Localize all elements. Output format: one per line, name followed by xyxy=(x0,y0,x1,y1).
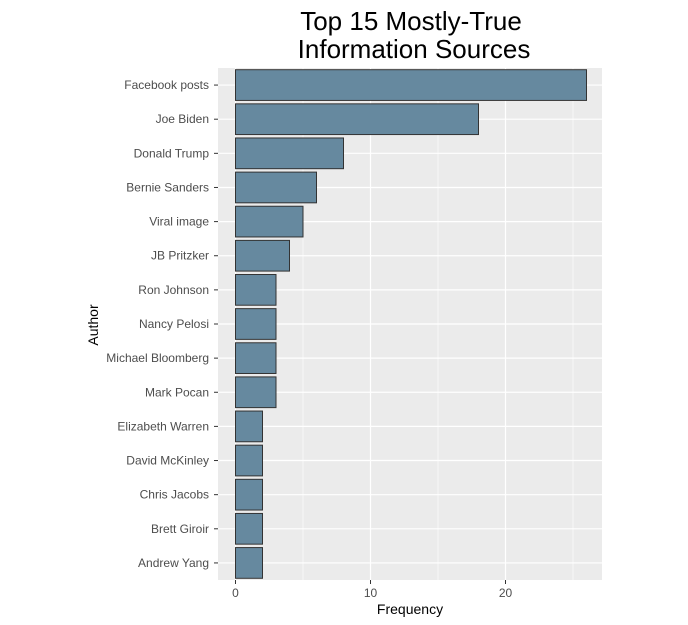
bars xyxy=(235,69,587,579)
y-tick-label-13: Brett Giroir xyxy=(151,522,209,536)
x-axis-title: Frequency xyxy=(377,601,443,617)
y-tick-label-4: Viral image xyxy=(149,215,209,229)
bar-1 xyxy=(235,103,479,136)
y-tick-label-0: Facebook posts xyxy=(124,78,209,92)
y-tick-label-8: Michael Bloomberg xyxy=(106,351,209,365)
y-axis-title: Author xyxy=(85,304,101,346)
bar-5 xyxy=(235,239,290,272)
y-tick-label-6: Ron Johnson xyxy=(138,283,209,297)
x-tick-labels: 0 10 20 xyxy=(232,580,512,600)
y-tick-label-1: Joe Biden xyxy=(156,112,209,126)
bar-13 xyxy=(235,512,263,545)
chart-title-line-2: Information Sources xyxy=(298,34,531,64)
bar-12 xyxy=(235,478,263,511)
y-tick-label-3: Bernie Sanders xyxy=(126,180,209,194)
bar-7 xyxy=(235,308,277,340)
y-tick-label-5: JB Pritzker xyxy=(151,249,209,263)
y-tick-label-7: Nancy Pelosi xyxy=(139,317,209,331)
x-tick-label-1: 10 xyxy=(364,586,378,600)
bar-8 xyxy=(235,342,277,374)
bar-9 xyxy=(235,376,277,409)
bar-14 xyxy=(235,547,263,579)
y-tick-label-14: Andrew Yang xyxy=(138,556,209,570)
bar-4 xyxy=(235,205,304,238)
x-tick-label-2: 20 xyxy=(499,586,513,600)
y-tick-label-10: Elizabeth Warren xyxy=(117,419,209,433)
chart-title-line-1: Top 15 Mostly-True xyxy=(300,6,522,36)
bar-10 xyxy=(235,410,263,443)
bar-2 xyxy=(235,137,344,170)
x-tick-label-0: 0 xyxy=(232,586,239,600)
bar-11 xyxy=(235,444,263,477)
bar-6 xyxy=(235,274,277,306)
y-tick-label-12: Chris Jacobs xyxy=(140,488,209,502)
bar-0 xyxy=(235,69,587,101)
bar-3 xyxy=(235,171,317,204)
y-tick-labels: Facebook posts Joe Biden Donald Trump Berni… xyxy=(106,78,218,570)
y-tick-label-9: Mark Pocan xyxy=(145,385,209,399)
y-tick-label-2: Donald Trump xyxy=(134,146,210,160)
y-tick-label-11: David McKinley xyxy=(126,454,209,468)
